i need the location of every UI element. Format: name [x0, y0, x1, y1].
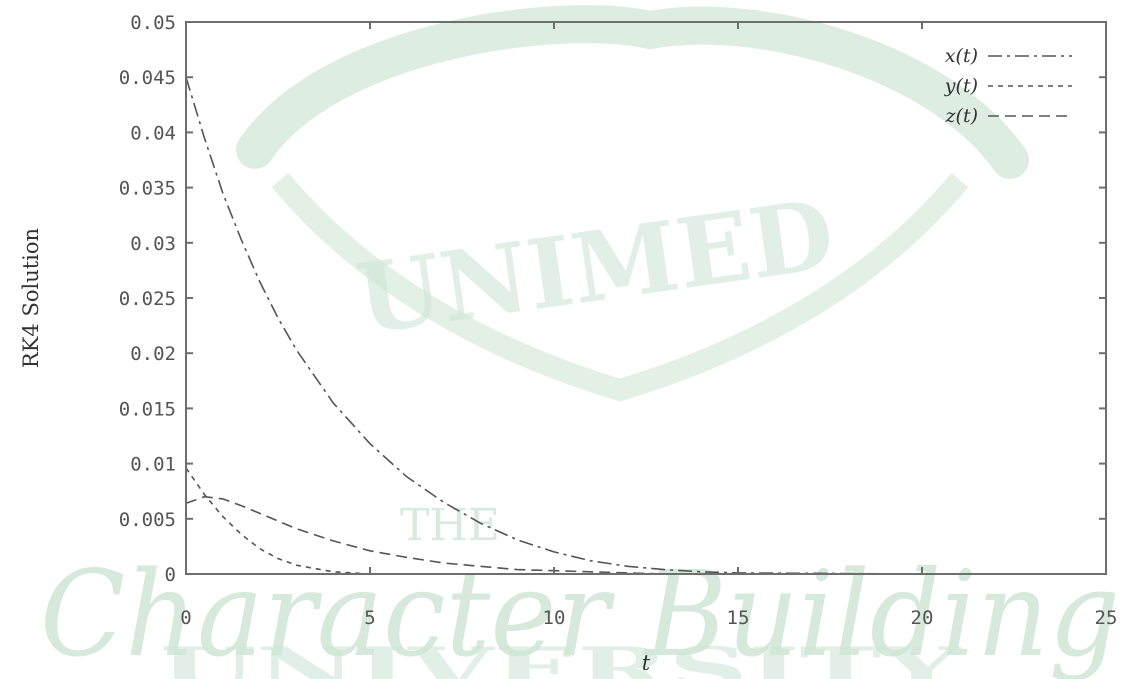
- y-axis-label: RK4 Solution: [19, 228, 43, 368]
- x-axis-label: t: [642, 651, 651, 675]
- y-tick-label: 0.03: [130, 233, 176, 255]
- y-tick-label: 0.015: [119, 398, 176, 420]
- x-tick-label: 25: [1095, 607, 1118, 629]
- x-tick-label: 5: [364, 607, 375, 629]
- y-tick-label: 0.05: [130, 12, 176, 34]
- y-tick-label: 0.005: [119, 509, 176, 531]
- watermark-lower-arc: [271, 172, 969, 402]
- y-tick-label: 0.025: [119, 288, 176, 310]
- y-tick-label: 0.04: [130, 122, 176, 144]
- legend-label: x(t): [945, 45, 978, 67]
- y-tick-label: 0.035: [119, 178, 176, 200]
- series-line-1: [185, 76, 1106, 575]
- x-tick-label: 15: [727, 607, 750, 629]
- watermark-small-text: THE: [400, 500, 500, 551]
- legend: x(t) y(t) z(t): [944, 45, 1072, 127]
- y-tick-label: 0.01: [130, 454, 176, 476]
- watermark-bottom-text: UNIVERSITY: [160, 635, 962, 679]
- y-tick-label: 0: [165, 564, 176, 586]
- x-tick-label: 0: [180, 607, 191, 629]
- x-tick-label: 10: [543, 607, 566, 629]
- y-tick-label: 0.045: [119, 67, 176, 89]
- legend-label: y(t): [944, 75, 978, 97]
- x-tick-label: 20: [911, 607, 934, 629]
- watermark-arc: [236, 5, 1029, 179]
- series-lines: [185, 76, 1106, 575]
- y-tick-label: 0.02: [130, 343, 176, 365]
- watermark-script-text: Character Building: [40, 545, 1120, 679]
- axis-ticks: 0 5 10 15 20 25 0 0.005 0.01 0.015 0.02 0.025 0.03 0.…: [119, 12, 1118, 629]
- legend-label: z(t): [945, 105, 978, 127]
